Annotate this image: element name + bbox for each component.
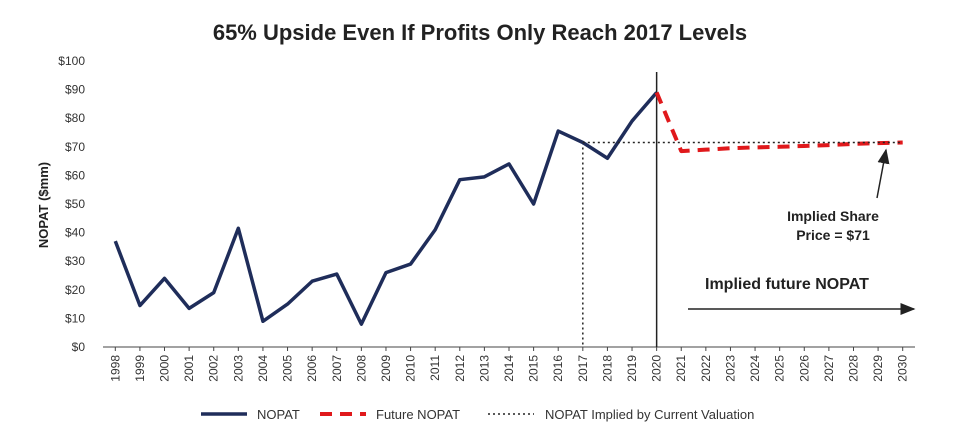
x-tick-label: 2019 <box>625 355 639 382</box>
x-tick-label: 2007 <box>330 355 344 382</box>
legend-label: Future NOPAT <box>376 407 460 422</box>
y-tick-label: $40 <box>65 226 85 240</box>
x-tick-label: 2006 <box>305 355 319 382</box>
x-tick-label: 1998 <box>108 355 122 382</box>
series-line-future-nopat <box>654 91 903 154</box>
implied-future-label: Implied future NOPAT <box>705 276 869 293</box>
series-line-nopat <box>113 91 658 326</box>
reference-lines <box>582 72 658 347</box>
x-tick-label: 2008 <box>354 355 368 382</box>
x-tick-label: 2000 <box>158 355 172 382</box>
y-tick-label: $100 <box>58 54 85 68</box>
x-tick-label: 2018 <box>600 355 614 382</box>
x-tick-label: 2001 <box>182 355 196 382</box>
x-tick-label: 2030 <box>896 355 910 382</box>
x-tick-label: 2020 <box>650 355 664 382</box>
y-tick-label: $90 <box>65 83 85 97</box>
x-tick-label: 2026 <box>797 355 811 382</box>
x-tick-label: 2010 <box>404 355 418 382</box>
x-tick-label: 2017 <box>576 355 590 382</box>
x-tick-label: 2005 <box>281 355 295 382</box>
x-tick-label: 2013 <box>477 355 491 382</box>
x-tick-label: 2014 <box>502 355 516 382</box>
x-tick-label: 1999 <box>133 355 147 382</box>
implied-share-arrow <box>876 148 890 199</box>
y-tick-label: $0 <box>72 340 86 354</box>
legend-label: NOPAT Implied by Current Valuation <box>545 407 754 422</box>
y-axis-ticks: $0 $10 $20 $30 $40 $50 $60 $70 $80 $90 $100 <box>58 54 85 354</box>
implied-share-label-line2: Price = $71 <box>796 227 870 243</box>
x-tick-label: 2023 <box>723 355 737 382</box>
x-tick-label: 2004 <box>256 355 270 382</box>
y-tick-label: $20 <box>65 283 85 297</box>
y-tick-label: $80 <box>65 111 85 125</box>
y-tick-label: $70 <box>65 140 85 154</box>
x-tick-label: 2016 <box>551 355 565 382</box>
y-tick-label: $50 <box>65 197 85 211</box>
y-tick-label: $60 <box>65 168 85 182</box>
series-lines <box>113 91 903 326</box>
x-tick-label: 2024 <box>748 355 762 382</box>
x-tick-label: 2002 <box>207 355 221 382</box>
y-axis-title: NOPAT ($mm) <box>36 162 51 248</box>
x-tick-label: 2027 <box>822 355 836 382</box>
y-tick-label: $30 <box>65 254 85 268</box>
implied-share-label-line1: Implied Share <box>787 208 879 224</box>
x-axis-ticks: 1998 1999 2000 2001 2002 2003 2004 2005 2006 2007… <box>108 347 910 382</box>
x-tick-label: 2015 <box>527 355 541 382</box>
x-tick-label: 2011 <box>428 355 442 381</box>
x-tick-label: 2029 <box>871 355 885 382</box>
x-tick-label: 2003 <box>231 355 245 382</box>
legend-label: NOPAT <box>257 407 300 422</box>
x-tick-label: 2025 <box>773 355 787 382</box>
x-tick-label: 2009 <box>379 355 393 382</box>
x-tick-label: 2022 <box>699 355 713 382</box>
annotations: Implied Share Price = $71 Implied future… <box>688 148 916 315</box>
x-tick-label: 2028 <box>846 355 860 382</box>
legend: NOPAT Future NOPAT NOPAT Implied by Curren… <box>201 407 754 422</box>
x-tick-label: 2012 <box>453 355 467 382</box>
x-tick-label: 2021 <box>674 355 688 382</box>
chart-title: 65% Upside Even If Profits Only Reach 20… <box>213 20 747 45</box>
y-tick-label: $10 <box>65 311 85 325</box>
